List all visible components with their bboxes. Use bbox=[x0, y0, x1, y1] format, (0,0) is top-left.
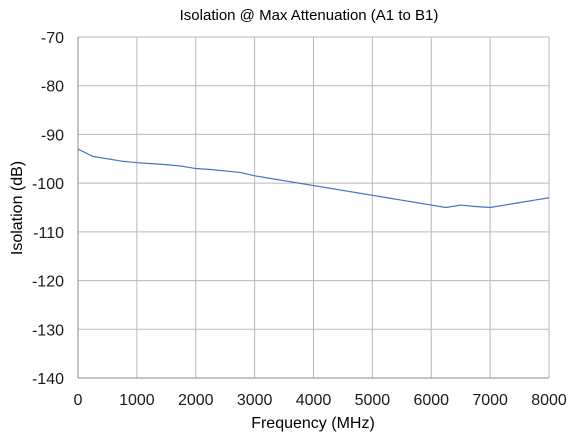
x-tick-label: 3000 bbox=[237, 392, 273, 409]
x-tick-label: 7000 bbox=[472, 392, 508, 409]
x-tick-label: 6000 bbox=[413, 392, 449, 409]
y-tick-label: -80 bbox=[41, 79, 64, 96]
x-tick-label: 2000 bbox=[178, 392, 214, 409]
x-tick-label: 4000 bbox=[296, 392, 332, 409]
y-tick-label: -110 bbox=[33, 225, 64, 242]
x-tick-label: 1000 bbox=[119, 392, 155, 409]
y-tick-label: -90 bbox=[41, 127, 64, 144]
y-tick-label: -100 bbox=[32, 176, 64, 193]
plot-area bbox=[77, 148, 550, 209]
x-axis-label: Frequency (MHz) bbox=[251, 415, 375, 432]
x-tick-label: 0 bbox=[74, 392, 83, 409]
grid bbox=[77, 36, 550, 379]
y-tick-label: -130 bbox=[32, 322, 64, 339]
tick-labels: -70 -80 -90 -100 -110 -120 -130 -140 0 1000 2000 30… bbox=[32, 30, 567, 409]
y-tick-label: -70 bbox=[41, 30, 64, 47]
x-tick-label: 8000 bbox=[531, 392, 567, 409]
y-tick-label: -120 bbox=[32, 274, 64, 291]
y-axis-label: Isolation (dB) bbox=[9, 161, 26, 255]
y-tick-label: -140 bbox=[32, 371, 64, 388]
series-line bbox=[77, 148, 550, 209]
x-tick-label: 5000 bbox=[355, 392, 391, 409]
chart-title: Isolation @ Max Attenuation (A1 to B1) bbox=[180, 7, 439, 24]
